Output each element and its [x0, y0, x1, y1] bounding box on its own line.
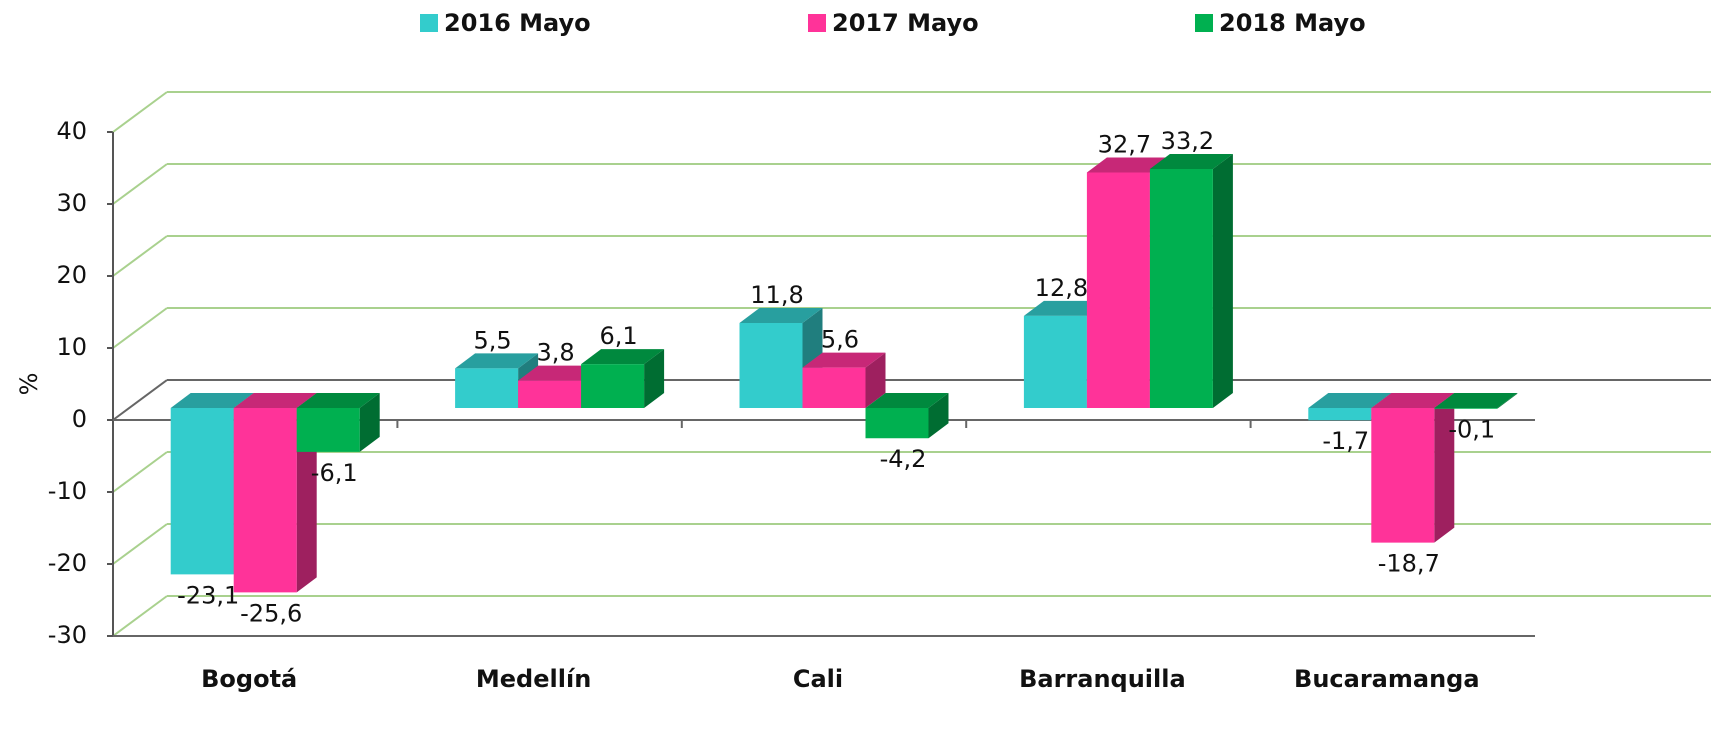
data-label: -0,1 — [1448, 416, 1495, 444]
y-tick-label: 40 — [56, 117, 87, 145]
bar — [1434, 393, 1518, 409]
legend-label: 2016 Mayo — [444, 9, 591, 37]
bar-top — [1434, 393, 1518, 408]
bar — [1149, 153, 1233, 408]
grid-line — [112, 595, 168, 637]
bar-side — [1497, 393, 1518, 409]
data-label: 12,8 — [1035, 274, 1088, 302]
legend-label: 2017 Mayo — [832, 9, 979, 37]
bar-front — [581, 364, 645, 408]
x-tick-label: Cali — [793, 665, 843, 693]
x-tick-label: Medellín — [476, 665, 591, 693]
bar-top — [865, 393, 949, 408]
data-label: 5,6 — [821, 326, 859, 354]
data-label: 3,8 — [537, 339, 575, 367]
bar-side — [865, 352, 886, 408]
grid-line — [112, 235, 168, 277]
bar-front — [1371, 408, 1435, 543]
y-tick-label: 30 — [56, 189, 87, 217]
data-label: -1,7 — [1322, 427, 1369, 455]
bar-top — [1149, 153, 1233, 169]
y-tick-label: 20 — [56, 261, 87, 289]
bar-top — [1308, 393, 1392, 408]
bar-top — [1371, 393, 1455, 408]
bar-side — [644, 349, 665, 408]
bar-top — [1023, 300, 1107, 316]
bar-front — [1086, 172, 1150, 408]
x-tick-label: Bogotá — [201, 665, 297, 693]
y-tick-label: -20 — [48, 549, 87, 577]
grid-line — [112, 379, 168, 421]
bar-front — [1149, 168, 1213, 408]
bar-front — [802, 367, 866, 408]
x-tick-label: Barranquilla — [1019, 665, 1186, 693]
bar — [865, 393, 949, 439]
data-label: 5,5 — [474, 326, 512, 354]
data-label: 6,1 — [600, 322, 638, 350]
data-label: 11,8 — [750, 281, 803, 309]
bar-top — [170, 393, 254, 408]
data-label: -4,2 — [880, 445, 927, 473]
bar-front — [739, 323, 803, 408]
bar-top — [802, 352, 886, 368]
bar-top — [1086, 157, 1170, 173]
data-label: 32,7 — [1098, 131, 1151, 159]
bar-front — [170, 408, 234, 575]
legend-swatch — [420, 14, 438, 32]
bar-top — [518, 365, 602, 381]
y-tick-label: -30 — [48, 621, 87, 649]
data-label: -18,7 — [1378, 550, 1440, 578]
bar-side — [359, 393, 380, 452]
bar-side — [1212, 153, 1233, 408]
bar-front — [1434, 408, 1498, 409]
bar — [802, 352, 886, 408]
bar-top — [455, 353, 539, 369]
bar-front — [1308, 408, 1372, 421]
grid-line — [112, 163, 168, 205]
data-label: -25,6 — [240, 599, 302, 627]
bar-top — [739, 308, 823, 324]
bar-top — [233, 393, 317, 408]
grid-line — [112, 523, 168, 565]
x-tick-label: Bucaramanga — [1294, 665, 1480, 693]
bar-top — [581, 349, 665, 365]
bar-front — [518, 380, 582, 408]
legend-swatch — [1195, 14, 1213, 32]
bar-side — [1434, 393, 1455, 543]
bar-front — [1023, 315, 1087, 408]
y-tick-label: 0 — [72, 405, 87, 433]
y-axis-label: % — [15, 373, 43, 396]
grid-line — [112, 91, 168, 133]
data-label: -23,1 — [177, 581, 239, 609]
legend-label: 2018 Mayo — [1219, 9, 1366, 37]
y-tick-label: -10 — [48, 477, 87, 505]
y-tick-label: 10 — [56, 333, 87, 361]
bar-top — [296, 393, 380, 408]
bar-front — [865, 408, 929, 439]
grid-line — [112, 451, 168, 493]
data-label: 33,2 — [1161, 127, 1214, 155]
bar-front — [455, 368, 519, 408]
bar — [1371, 393, 1455, 543]
data-label: -6,1 — [311, 459, 358, 487]
grid-line — [112, 307, 168, 349]
bar-side — [928, 393, 949, 439]
bar — [296, 393, 380, 452]
legend-swatch — [808, 14, 826, 32]
bar-front — [233, 408, 297, 593]
bar-front — [296, 408, 360, 452]
bar — [581, 349, 665, 408]
